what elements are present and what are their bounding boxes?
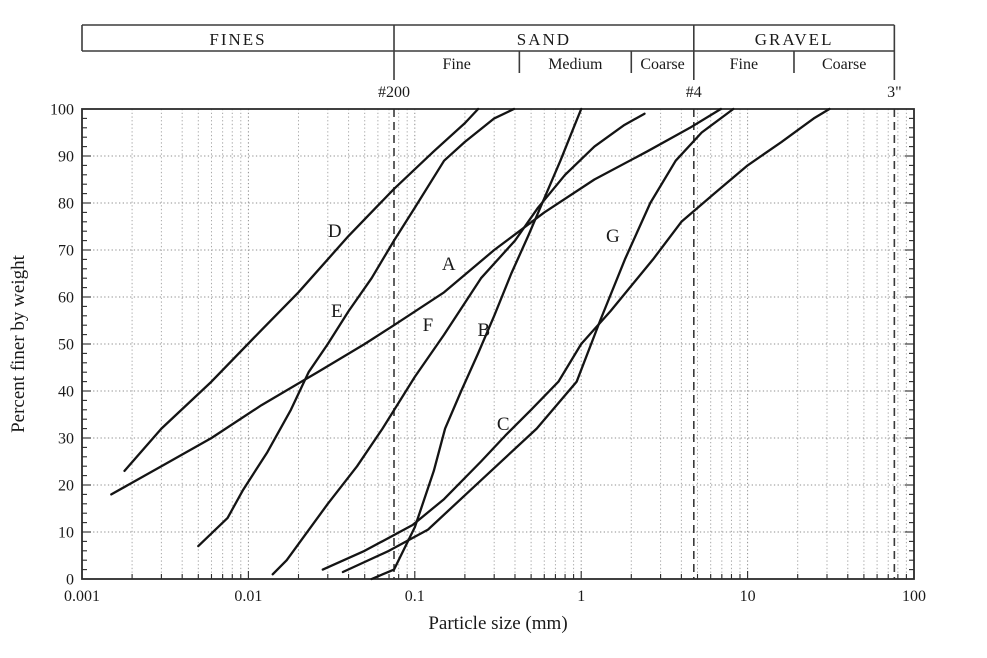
band-label-fines: FINES <box>209 30 266 49</box>
curve-label-C: C <box>497 414 510 435</box>
x-tick-label: 0.1 <box>405 588 425 605</box>
y-tick-label: 50 <box>58 337 74 354</box>
curve-A <box>110 107 722 496</box>
curve-label-A: A <box>442 254 456 275</box>
curve-label-B: B <box>478 320 491 341</box>
curve-B <box>370 107 583 581</box>
curve-label-F: F <box>423 315 434 336</box>
x-tick-label: 100 <box>902 588 926 605</box>
y-tick-label: 40 <box>58 384 74 401</box>
y-tick-label: 30 <box>58 431 74 448</box>
subband-label-3: Fine <box>730 56 758 73</box>
subband-label-4: Coarse <box>822 56 866 73</box>
gradation-curves: A B C D E F G <box>110 107 831 581</box>
curve-D <box>123 107 480 473</box>
y-tick-label: 90 <box>58 149 74 166</box>
y-tick-label: 0 <box>66 572 74 589</box>
curve-F <box>271 112 646 576</box>
y-tick-label: 10 <box>58 525 74 542</box>
subband-label-1: Medium <box>548 56 603 73</box>
classification-header: FINES SAND GRAVEL Fine Medium Coarse Fine Coars… <box>81 24 902 101</box>
x-tick-label: 10 <box>740 588 756 605</box>
curve-label-E: E <box>331 301 343 322</box>
x-axis-title: Particle size (mm) <box>428 613 567 634</box>
band-label-gravel: GRAVEL <box>755 30 834 49</box>
y-tick-label: 100 <box>50 102 74 119</box>
sieve-size-label: #200 <box>378 84 410 101</box>
subband-label-2: Coarse <box>640 56 684 73</box>
y-tick-label: 80 <box>58 196 74 213</box>
x-tick-label: 0.01 <box>234 588 262 605</box>
subband-label-0: Fine <box>442 56 470 73</box>
y-tick-label: 60 <box>58 290 74 307</box>
axis-ticks <box>81 117 915 579</box>
curve-C <box>321 107 831 571</box>
x-tick-label: 1 <box>577 588 585 605</box>
y-tick-label: 20 <box>58 478 74 495</box>
sieve-size-label: 3" <box>887 84 902 101</box>
band-label-sand: SAND <box>517 30 571 49</box>
axis-tick-labels: 0 10 20 30 40 50 60 70 80 90 100 0.001 0.01 0.1 1 10 100 <box>50 102 926 606</box>
y-tick-label: 70 <box>58 243 74 260</box>
y-axis-title: Percent finer by weight <box>8 254 29 433</box>
curve-G <box>341 107 735 574</box>
curve-E <box>197 107 516 548</box>
gridlines <box>82 109 914 579</box>
x-tick-label: 0.001 <box>64 588 100 605</box>
curve-label-G: G <box>606 226 620 247</box>
sieve-size-label: #4 <box>686 84 702 101</box>
curve-label-D: D <box>328 221 342 242</box>
